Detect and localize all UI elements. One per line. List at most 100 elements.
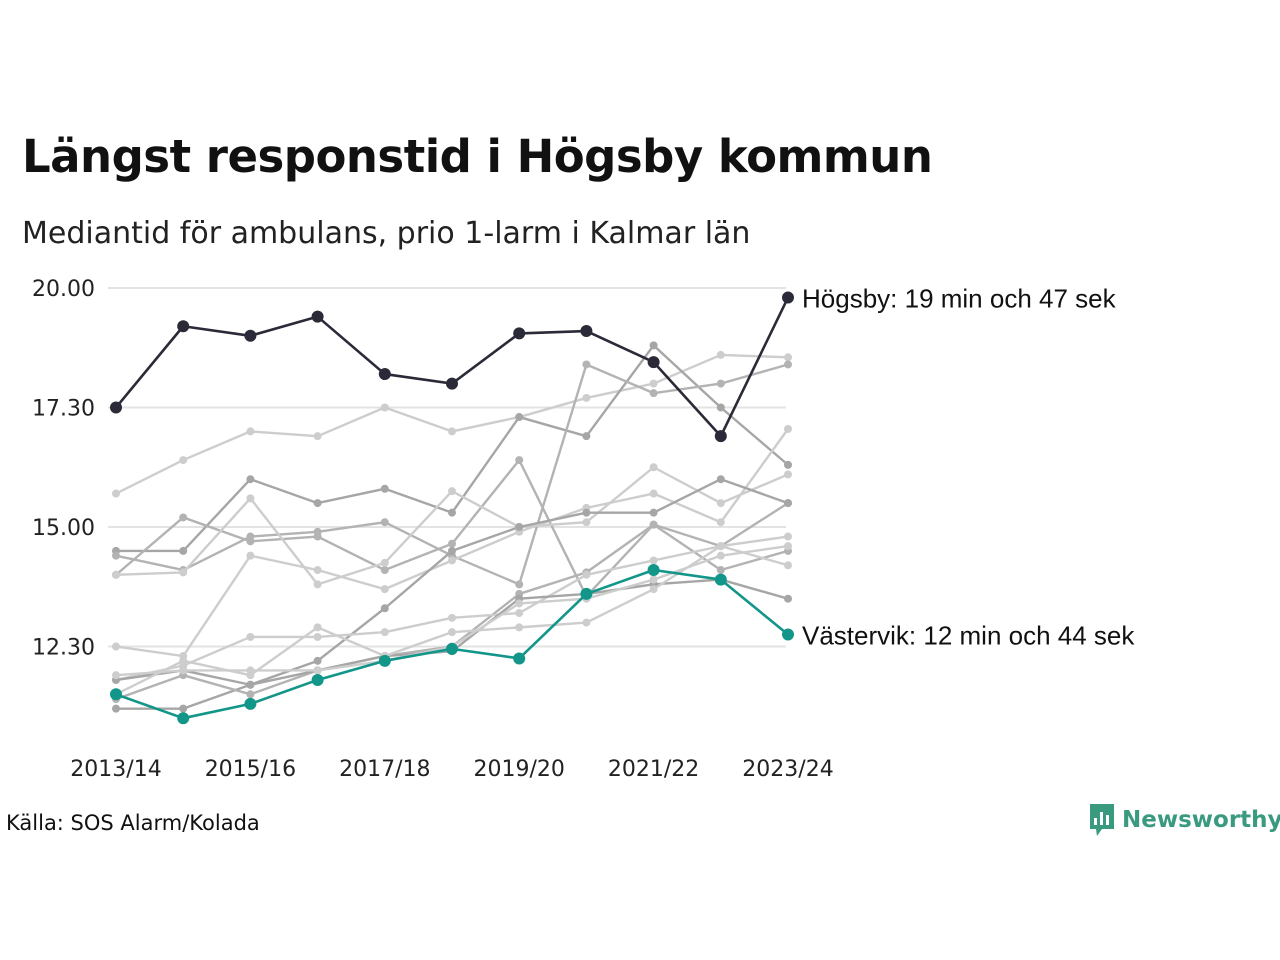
data-point — [649, 585, 658, 594]
data-point — [179, 704, 188, 713]
data-point — [313, 532, 322, 541]
x-tick-label: 2023/24 — [742, 757, 833, 782]
data-point — [716, 551, 725, 560]
data-point — [246, 427, 255, 436]
series-label-vastervik: Västervik: 12 min och 44 sek — [802, 621, 1135, 651]
data-point — [582, 570, 591, 579]
x-tick-label: 2021/22 — [608, 757, 699, 782]
series-label-hogsby: Högsby: 19 min och 47 sek — [802, 284, 1117, 314]
data-point — [446, 377, 458, 390]
data-point — [380, 518, 389, 527]
data-point — [112, 489, 120, 498]
data-point — [513, 652, 526, 665]
x-tick-label: 2015/16 — [205, 757, 296, 782]
y-tick-label: 15.00 — [32, 516, 95, 541]
data-point — [179, 513, 188, 522]
chart-title: Längst responstid i Högsby kommun — [22, 130, 933, 183]
data-point — [112, 642, 120, 651]
data-point — [784, 594, 792, 603]
data-point — [515, 623, 524, 632]
data-point — [448, 539, 456, 548]
data-point — [582, 618, 591, 627]
data-point — [380, 558, 389, 567]
data-point — [649, 489, 658, 498]
data-point — [582, 518, 591, 527]
data-point — [582, 393, 591, 402]
data-point — [647, 356, 660, 369]
x-tick-label: 2017/18 — [339, 757, 430, 782]
data-point — [179, 666, 188, 675]
data-point — [448, 628, 456, 637]
data-point — [649, 556, 658, 565]
y-tick-label: 20.00 — [32, 277, 95, 302]
data-point — [179, 456, 188, 465]
data-point — [448, 556, 456, 565]
series-line — [115, 544, 789, 677]
data-point — [716, 542, 725, 551]
data-point — [380, 585, 389, 594]
data-point — [582, 508, 591, 517]
data-point — [784, 360, 792, 369]
x-axis-ticks: 2013/14 2015/16 2017/18 2019/20 2021/22 2023/… — [70, 757, 833, 782]
data-point — [448, 487, 456, 496]
data-point — [649, 379, 658, 388]
data-point — [716, 475, 725, 484]
y-axis-ticks: 12.30 15.00 17.30 20.00 — [32, 277, 95, 661]
highlight-series-vastervik — [110, 564, 794, 725]
data-point — [313, 499, 322, 508]
data-point — [246, 680, 255, 689]
data-point — [649, 341, 658, 350]
data-point — [246, 666, 255, 675]
data-point — [448, 546, 456, 555]
data-point — [380, 484, 389, 493]
source-note: Källa: SOS Alarm/Kolada — [6, 811, 260, 835]
series-line — [116, 344, 789, 553]
data-point — [112, 551, 120, 560]
data-point — [380, 628, 389, 637]
data-point — [580, 587, 593, 600]
data-point — [378, 368, 391, 381]
data-point — [515, 413, 524, 422]
data-point — [246, 475, 255, 484]
data-point — [448, 508, 456, 517]
highlighted-series — [110, 291, 794, 725]
grid-lines — [108, 287, 786, 648]
x-tick-label: 2019/20 — [473, 757, 564, 782]
data-point — [649, 520, 658, 529]
data-point — [380, 566, 389, 575]
data-point — [448, 613, 456, 622]
data-point — [716, 350, 725, 359]
data-point — [647, 564, 660, 577]
highlight-series-hogsby — [110, 291, 794, 443]
data-point — [446, 642, 458, 655]
data-point — [782, 291, 794, 304]
data-point — [112, 570, 120, 579]
data-point — [649, 575, 658, 584]
series-line — [114, 296, 790, 438]
data-point — [246, 537, 255, 546]
data-point — [714, 573, 727, 586]
data-point — [313, 432, 322, 441]
data-point — [784, 499, 792, 508]
y-tick-label: 12.30 — [32, 636, 95, 661]
x-tick-label: 2013/14 — [70, 757, 161, 782]
data-point — [177, 320, 190, 333]
data-point — [515, 580, 524, 589]
data-point — [784, 532, 792, 541]
data-point — [112, 671, 120, 680]
data-point — [716, 518, 725, 527]
data-point — [448, 427, 456, 436]
data-point — [246, 551, 255, 560]
data-point — [716, 499, 725, 508]
data-point — [313, 566, 322, 575]
brand-logo: Newsworthy — [1088, 803, 1280, 837]
data-point — [246, 494, 255, 503]
data-point — [246, 632, 255, 641]
data-point — [515, 609, 524, 618]
data-point — [580, 325, 593, 338]
data-point — [784, 561, 792, 570]
data-point — [515, 523, 524, 531]
data-point — [515, 456, 524, 465]
data-point — [378, 654, 391, 667]
